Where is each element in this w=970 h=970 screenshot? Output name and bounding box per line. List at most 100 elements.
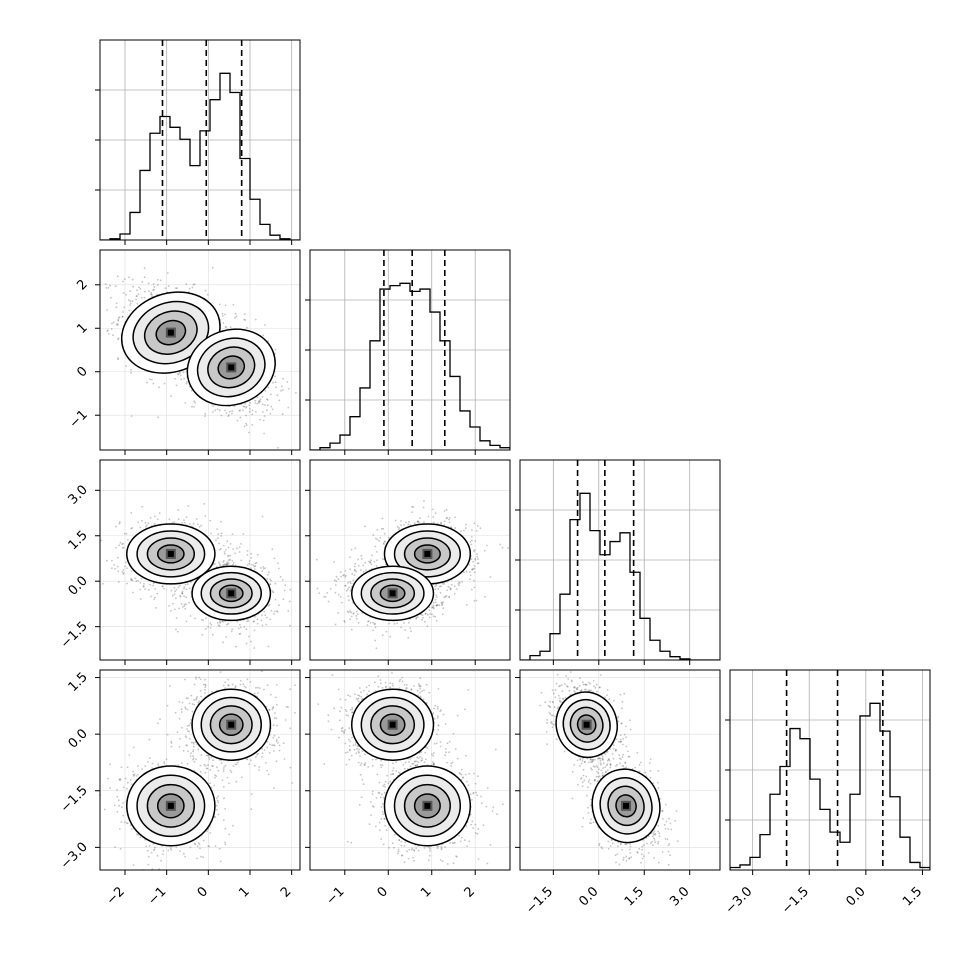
scatter-point <box>174 608 176 611</box>
scatter-point <box>180 603 183 605</box>
scatter-point <box>144 521 147 524</box>
scatter-point <box>163 587 165 590</box>
scatter-point <box>256 618 259 621</box>
scatter-point <box>262 419 265 422</box>
scatter-point <box>231 412 233 415</box>
scatter-point <box>269 618 271 621</box>
scatter-point <box>265 616 268 619</box>
scatter-point <box>468 571 471 573</box>
scatter-point <box>106 559 108 562</box>
scatter-point <box>274 610 276 613</box>
scatter-point <box>218 561 220 564</box>
scatter-point <box>231 533 234 535</box>
scatter-point <box>355 610 358 613</box>
panel-1-1 <box>305 249 511 455</box>
scatter-point <box>218 548 221 551</box>
scatter-point <box>276 610 279 613</box>
scatter-point <box>263 610 266 613</box>
density-peak-core-1 <box>228 364 235 371</box>
scatter-point <box>353 565 356 568</box>
scatter-point <box>146 381 148 384</box>
scatter-point <box>432 606 435 609</box>
scatter-point <box>262 334 265 337</box>
scatter-point <box>142 585 145 587</box>
scatter-point <box>136 289 138 292</box>
scatter-point <box>116 565 119 568</box>
scatter-point <box>448 595 451 598</box>
scatter-point <box>276 394 279 396</box>
scatter-point <box>130 579 133 581</box>
scatter-point <box>238 546 241 548</box>
scatter-point <box>174 590 176 593</box>
scatter-point <box>375 551 378 553</box>
scatter-point <box>345 590 348 592</box>
scatter-point <box>411 505 413 508</box>
scatter-point <box>141 505 144 508</box>
scatter-point <box>278 399 281 402</box>
scatter-point <box>115 306 118 309</box>
scatter-point <box>345 574 347 577</box>
scatter-point <box>272 381 274 384</box>
scatter-point <box>231 628 234 631</box>
scatter-point <box>251 423 254 426</box>
scatter-point <box>413 522 416 525</box>
scatter-point <box>239 623 241 626</box>
scatter-point <box>388 536 390 539</box>
scatter-point <box>329 587 332 590</box>
scatter-point <box>383 540 386 543</box>
scatter-point <box>116 275 119 278</box>
scatter-point <box>354 562 357 565</box>
scatter-point <box>269 578 271 581</box>
scatter-point <box>223 560 225 562</box>
scatter-point <box>123 278 126 280</box>
scatter-point <box>137 293 140 296</box>
scatter-point <box>183 595 185 598</box>
scatter-point <box>123 533 126 535</box>
scatter-point <box>172 602 174 605</box>
scatter-point <box>123 306 126 309</box>
scatter-point <box>185 516 188 519</box>
scatter-point <box>205 617 207 619</box>
scatter-point <box>373 623 376 625</box>
scatter-point <box>369 561 371 564</box>
scatter-point <box>112 321 115 324</box>
scatter-point <box>141 281 144 283</box>
histogram-0 <box>100 72 300 240</box>
scatter-point <box>264 614 267 617</box>
scatter-point <box>499 543 502 546</box>
scatter-point <box>140 296 143 299</box>
scatter-point <box>222 544 225 547</box>
scatter-point <box>419 517 421 520</box>
scatter-point <box>281 579 284 581</box>
scatter-point <box>267 604 270 607</box>
scatter-point <box>249 401 251 404</box>
scatter-point <box>188 287 191 290</box>
scatter-point <box>473 586 476 589</box>
scatter-point <box>223 563 225 566</box>
scatter-point <box>337 612 339 614</box>
scatter-point <box>354 547 357 550</box>
scatter-point <box>230 630 233 633</box>
scatter-point <box>122 292 125 294</box>
scatter-point <box>177 509 180 511</box>
scatter-point <box>209 627 212 629</box>
scatter-point <box>179 374 182 377</box>
scatter-point <box>287 610 290 612</box>
scatter-point <box>188 587 191 590</box>
scatter-point <box>238 633 241 635</box>
scatter-point <box>176 373 179 375</box>
scatter-point <box>189 615 192 617</box>
scatter-point <box>118 316 121 319</box>
scatter-point <box>135 298 137 301</box>
scatter-point <box>92 549 94 551</box>
scatter-point <box>210 532 212 535</box>
scatter-point <box>457 583 460 585</box>
scatter-point <box>218 303 221 306</box>
scatter-point <box>266 577 269 580</box>
y-tick-label: 0 <box>74 364 90 380</box>
scatter-point <box>271 408 274 411</box>
scatter-point <box>364 525 366 528</box>
scatter-point <box>289 588 292 591</box>
scatter-point <box>179 584 181 587</box>
scatter-point <box>178 607 180 610</box>
